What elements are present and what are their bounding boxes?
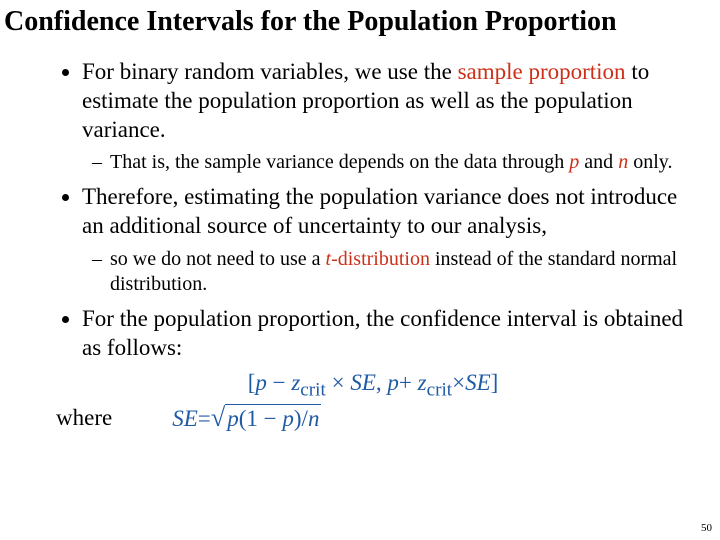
f-crit1: crit [300,380,326,401]
bullet-list: For binary random variables, we use the … [56,58,690,362]
f-z1: z [291,370,300,395]
rad-open: (1 − [239,406,283,431]
f-crit2: crit [427,380,453,401]
b1s-post: only. [628,151,672,173]
slide-body: For binary random variables, we use the … [56,58,690,433]
b1s-p: p [569,151,579,173]
b1s-pre: That is, the sample variance depends on … [110,151,569,173]
rad-p: p [227,406,239,431]
f-plus: + [399,370,418,395]
where-label: where [56,404,172,433]
bullet-1: For binary random variables, we use the … [82,58,690,175]
sqrt: √p(1 − p)/n [211,404,322,433]
f-comma: , [376,370,388,395]
radicand: p(1 − p)/n [225,404,321,433]
se-SE: SE [172,406,198,431]
f-times2: × [452,370,465,395]
bullet-2-sub: so we do not need to use a t-distributio… [110,247,690,297]
bullet-1-sub: That is, the sample variance depends on … [110,150,690,175]
formula-se-row: where SE=√p(1 − p)/n [56,404,690,433]
f-p2: p [387,370,399,395]
rad-close: )/ [294,406,308,431]
se-eq: = [198,406,211,431]
slide-title: Confidence Intervals for the Population … [4,6,716,38]
f-p1: p [255,370,267,395]
f-minus: − [267,370,291,395]
f-close: ] [491,370,499,395]
rad-n: n [308,406,320,431]
slide: Confidence Intervals for the Population … [0,0,720,540]
page-number: 50 [701,522,712,534]
f-z2: z [418,370,427,395]
formula-se: SE=√p(1 − p)/n [172,404,321,433]
f-se1: SE [350,370,376,395]
f-times1: × [326,370,350,395]
radical-icon: √ [211,404,226,430]
b2-text: Therefore, estimating the population var… [82,184,677,238]
bullet-2: Therefore, estimating the population var… [82,183,690,297]
b1s-n: n [618,151,628,173]
b3-text: For the population proportion, the confi… [82,306,683,360]
b1s-mid: and [579,151,618,173]
b2s-pre: so we do not need to use a [110,248,326,270]
b1-hot: sample proportion [458,59,626,84]
formula-interval: [p − zcrit × SE, p+ zcrit×SE] [56,370,690,402]
rad-p2: p [282,406,294,431]
b1-pre: For binary random variables, we use the [82,59,458,84]
f-se2: SE [465,370,491,395]
b2s-dist: -distribution [331,248,430,270]
bullet-3: For the population proportion, the confi… [82,305,690,363]
